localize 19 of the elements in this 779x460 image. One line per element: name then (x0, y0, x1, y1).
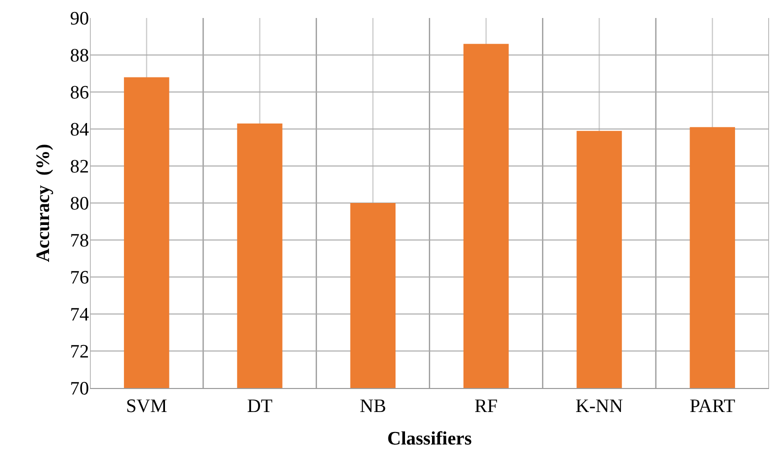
y-axis-title: Accuracy (%) (32, 144, 54, 262)
y-tick-label: 78 (70, 230, 89, 252)
x-tick-label: PART (690, 396, 736, 417)
y-tick-label: 84 (70, 120, 90, 141)
y-tick-label: 80 (70, 194, 89, 215)
x-tick-label: NB (360, 396, 386, 417)
y-tick-label: 76 (70, 268, 89, 289)
y-tick-label: 72 (70, 342, 89, 363)
y-tick-label: 88 (70, 46, 89, 67)
y-tick-label: 74 (70, 304, 90, 326)
y-tick-label: 86 (70, 82, 89, 104)
x-tick-label: SVM (126, 396, 168, 417)
x-axis-title: Classifiers (387, 428, 472, 450)
y-tick-label: 70 (70, 378, 89, 400)
x-tick-label: K-NN (576, 396, 624, 417)
y-tick-label: 90 (70, 8, 89, 30)
x-tick-label: RF (474, 396, 498, 417)
y-tick-label: 82 (70, 156, 89, 178)
x-tick-label: DT (247, 396, 273, 417)
